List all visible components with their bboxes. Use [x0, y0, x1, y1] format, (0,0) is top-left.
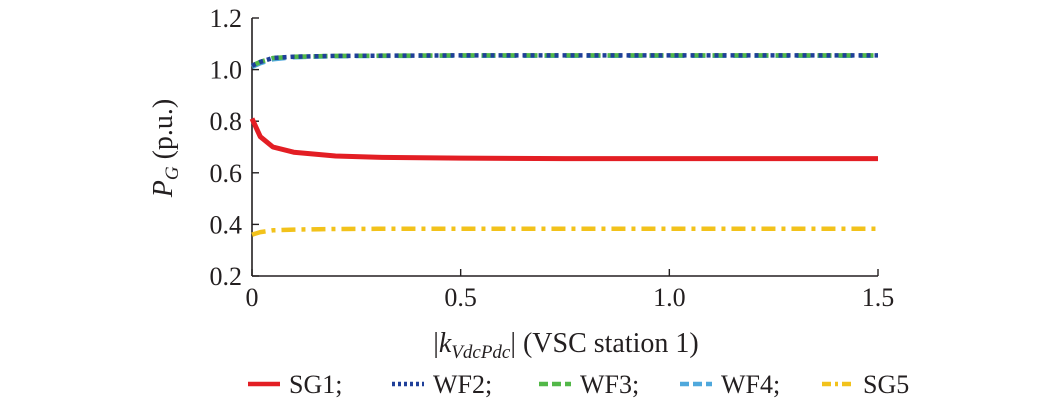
y-tick-label: 0.8	[210, 107, 243, 136]
y-tick-label: 1.2	[210, 4, 243, 33]
y-axis-label-suffix: (p.u.)	[148, 99, 179, 167]
series-line-wf3	[251, 53, 878, 68]
y-axis-label: PG (p.u.)	[148, 99, 183, 199]
legend-label-sg1: SG1;	[289, 370, 342, 399]
x-tick-label: 1.0	[653, 283, 686, 312]
x-axis-label-prefix: |	[433, 328, 439, 359]
y-axis-ticks: 0.2 0.4 0.6 0.8 1.0 1.2	[210, 4, 259, 291]
y-axis-label-var: P	[148, 180, 179, 198]
y-axis-label-sub: G	[162, 166, 183, 180]
series-line-sg5	[251, 226, 878, 237]
legend-label-sg5: SG5	[863, 370, 909, 399]
series-line-sg1	[249, 117, 878, 162]
legend: SG1; WF2; WF3; WF4; SG5	[248, 370, 909, 399]
x-axis-label-var: k	[439, 328, 452, 359]
y-tick-label: 0.4	[210, 210, 243, 239]
x-tick-label: 0	[246, 283, 259, 312]
x-tick-label: 1.5	[862, 283, 895, 312]
x-axis-label-suffix: | (VSC station 1)	[510, 328, 698, 359]
y-tick-label: 0.6	[210, 159, 243, 188]
legend-label-wf2: WF2;	[433, 370, 492, 399]
x-axis-label: |kVdcPdc| (VSC station 1)	[433, 328, 699, 363]
x-axis-ticks: 0 0.5 1.0 1.5	[246, 269, 895, 312]
legend-label-wf3: WF3;	[580, 370, 639, 399]
series-line-wf2	[251, 53, 878, 68]
x-axis-label-sub: VdcPdc	[451, 342, 511, 363]
y-tick-label: 0.2	[210, 262, 243, 291]
series-lines	[249, 53, 878, 237]
y-tick-label: 1.0	[210, 56, 243, 85]
x-tick-label: 0.5	[444, 283, 477, 312]
legend-label-wf4: WF4;	[721, 370, 780, 399]
